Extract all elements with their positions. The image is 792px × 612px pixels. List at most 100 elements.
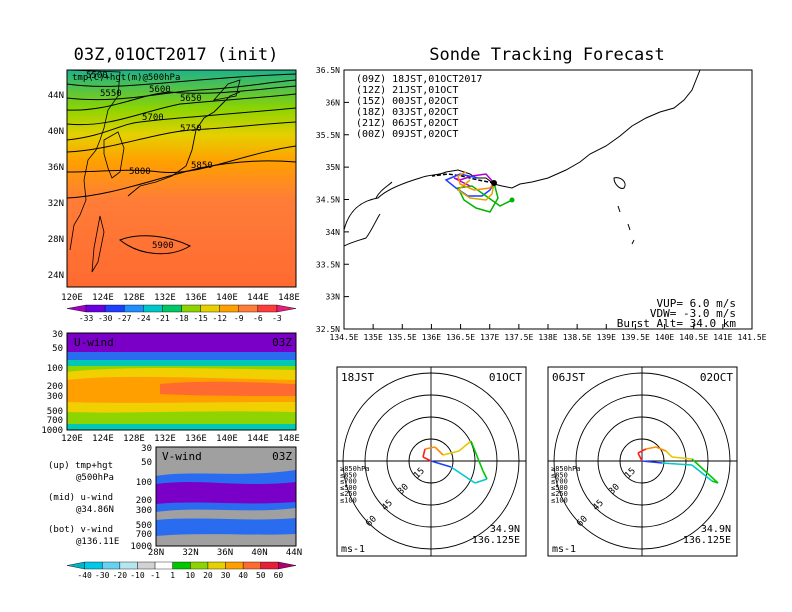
colorbar-segment — [66, 561, 85, 570]
track-lon-ticks: 134.5E 135E 135.5E 136E 136.5E 137E 137.5E 138E… — [330, 324, 767, 342]
pressure-tick-label: 1000 — [41, 426, 63, 436]
pressure-tick-label: 500 — [136, 521, 152, 531]
colorbar-tick-label: 60 — [274, 571, 284, 580]
pressure-tick-label: 700 — [47, 416, 63, 426]
lon-tick-label: 144E — [247, 293, 269, 303]
colorbar-tick-label: -30 — [98, 314, 113, 323]
island — [631, 239, 635, 245]
wind-hodograph-segment — [691, 464, 713, 482]
colorbar-tick-label: -33 — [79, 314, 94, 323]
pressure-tick-label: 100 — [47, 364, 63, 374]
taiwan-coastline — [91, 215, 105, 273]
lat-tick-label: 33.5N — [316, 260, 340, 269]
desc-line: (mid) u-wind — [48, 493, 113, 503]
wind-hodograph-segment — [474, 478, 488, 484]
param-burst: Burst Alt= 34.0 km — [617, 317, 737, 330]
pressure-legend-entry: ≥850hPa — [551, 465, 581, 473]
desc-line: @34.86N — [76, 505, 114, 515]
lon-tick-label: 144E — [247, 434, 269, 444]
wind-hodograph-segment — [665, 450, 673, 458]
lon-tick-label: 148E — [278, 434, 300, 444]
island — [613, 177, 626, 189]
colorbar-tick-label: 1 — [170, 571, 175, 580]
japan-coastline — [127, 91, 241, 197]
polar-unit: ms-1 — [552, 544, 576, 555]
launch-point — [491, 180, 497, 186]
lon-tick-label: 134.5E — [330, 333, 359, 342]
polar-grid — [337, 367, 526, 556]
island — [627, 223, 631, 231]
contour-label: 5800 — [129, 167, 151, 177]
vwind-lat-ticks: 28N 32N 36N 40N 44N — [148, 548, 302, 558]
contour-5700 — [67, 107, 296, 141]
colorbar-tick-label: -24 — [136, 314, 151, 323]
panel-descriptions: (up) tmp+hgt @500hPa (mid) u-wind @34.86… — [48, 461, 119, 547]
pressure-legend-entry: ≤850 — [340, 471, 357, 479]
pressure-tick-label: 50 — [141, 458, 152, 468]
pressure-tick-label: 50 — [52, 344, 63, 354]
contour-label: 5500 — [86, 71, 108, 81]
map-frame — [66, 69, 297, 288]
colorbar-tick-label: -12 — [212, 314, 227, 323]
colorbar-tick-label: 30 — [221, 571, 231, 580]
desc-line: (up) tmp+hgt — [48, 461, 113, 471]
polar-lon: 136.125E — [472, 535, 520, 546]
polar-lat: 34.9N — [701, 524, 731, 535]
uwind-time: 03Z — [272, 336, 292, 349]
polar-time: 06JST — [552, 371, 585, 384]
lon-tick-label: 128E — [123, 293, 145, 303]
track-09z — [431, 173, 495, 184]
asia-coastline — [67, 70, 121, 251]
desc-line: @500hPa — [76, 473, 114, 483]
lon-tick-label: 138.5E — [563, 333, 592, 342]
colorbar-segment — [276, 304, 297, 313]
polar-grid — [548, 367, 737, 556]
contour-5650 — [67, 93, 296, 126]
pressure-tick-label: 300 — [136, 506, 152, 516]
lat-tick-label: 32.5N — [316, 325, 340, 334]
desc-line: (bot) v-wind — [48, 525, 113, 535]
wind-hodograph-segment — [434, 446, 444, 456]
colorbar-tick-label: -1 — [150, 571, 160, 580]
contour-label: 5750 — [180, 124, 202, 134]
param-vdw: VDW= -3.0 m/s — [650, 307, 736, 320]
pressure-tick-label: 700 — [136, 530, 152, 540]
lon-tick-label: 148E — [278, 293, 300, 303]
contour-5750 — [67, 121, 296, 153]
colorbar-segment — [181, 304, 201, 313]
lat-tick-label: 40N — [251, 548, 267, 558]
lon-tick-label: 135.5E — [388, 333, 417, 342]
legend-entry: (00Z) 09JST,02OCT — [356, 129, 458, 140]
colorbar-tick-label: -10 — [130, 571, 145, 580]
wind-hodograph-segment — [711, 480, 719, 484]
track-map: (09Z) 18JST,01OCT2017(12Z) 21JST,01OCT(1… — [316, 66, 767, 342]
colorbar-segment — [225, 561, 244, 570]
landing-point — [509, 197, 515, 203]
colorbar-tick-label: -27 — [117, 314, 132, 323]
colorbar-segment — [238, 304, 259, 313]
pressure-legend-entry: ≤700 — [340, 478, 357, 486]
pressure-tick-label: 500 — [47, 407, 63, 417]
contour-label: 5700 — [142, 113, 164, 123]
lat-tick-label: 34N — [326, 228, 341, 237]
left-title: 03Z,01OCT2017 (init) — [74, 45, 279, 65]
pressure-legend-entry: ≤250 — [551, 490, 568, 498]
lat-tick-label: 35N — [326, 163, 341, 172]
pressure-tick-label: 300 — [47, 392, 63, 402]
pressure-legend-entry: ≤500 — [340, 484, 357, 492]
contour-label: 5900 — [152, 241, 174, 251]
legend-entry: (15Z) 00JST,02OCT — [356, 96, 458, 107]
lat-tick-label: 32N — [48, 199, 64, 209]
lon-tick-label: 124E — [92, 293, 114, 303]
vwind-layer — [156, 518, 296, 536]
legend-entry: (09Z) 18JST,01OCT2017 — [356, 74, 482, 85]
wind-hodograph-segment — [671, 456, 693, 460]
lon-tick-label: 137E — [480, 333, 499, 342]
lat-tick-label: 44N — [48, 91, 64, 101]
temperature-colorbar: -33 -30 -27 -24 -21 -18 -15 -12 -9 -6 -3 — [66, 304, 297, 323]
colorbar-segment — [102, 561, 121, 570]
pressure-legend: ≥850hPa≤850≤700≤500≤250≤100 — [551, 465, 581, 505]
